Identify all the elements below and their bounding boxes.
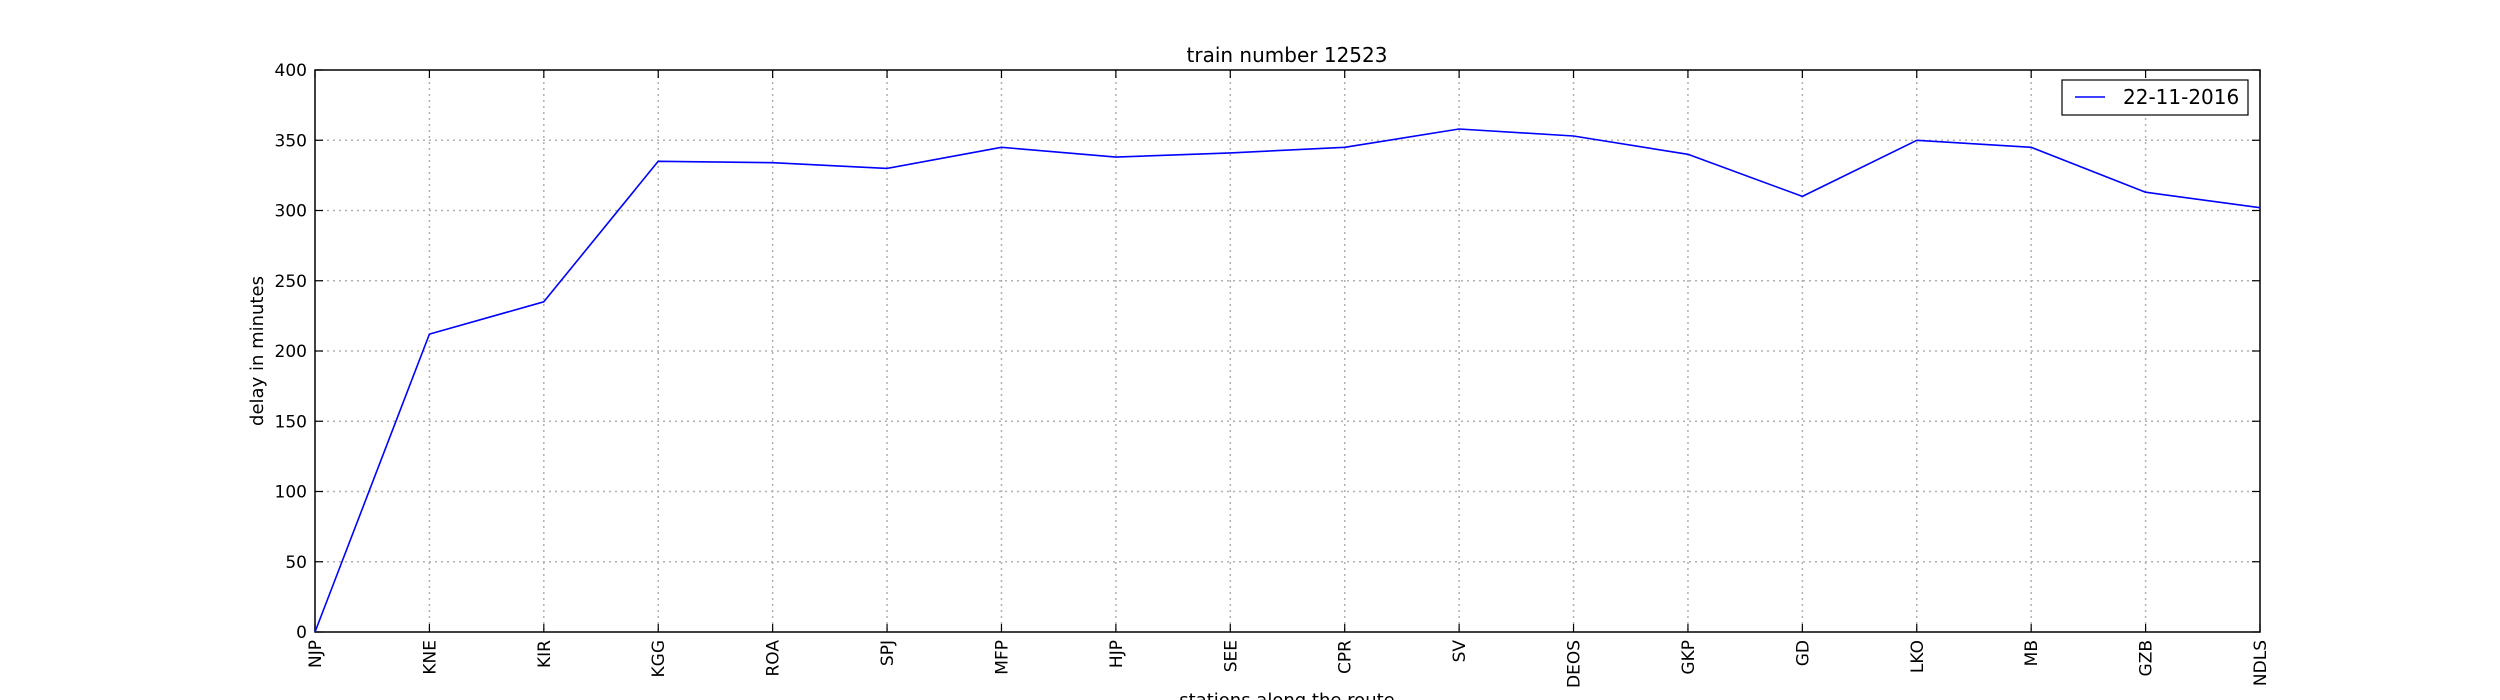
series-layer [314, 128, 2261, 633]
x-tick-label: LKO [1908, 640, 1928, 673]
y-tick-label: 100 [275, 483, 307, 503]
x-tick-label: MB [2022, 640, 2042, 666]
y-tick-label: 350 [275, 131, 307, 151]
x-axis-title: stations along the route [1179, 690, 1394, 700]
y-tick-label: 0 [296, 623, 307, 643]
y-axis-title: delay in minutes [247, 276, 268, 426]
chart-title: train number 12523 [1187, 43, 1388, 67]
y-tick-label: 150 [275, 412, 307, 432]
series-line [314, 128, 2261, 633]
axis-ticks: NJP KNE KIR KGG ROA SPJ MFP HJP SEE CPR SV DEOS GKP G… [275, 61, 2271, 688]
y-tick-label: 400 [275, 61, 307, 81]
x-tick-label: NJP [306, 640, 326, 668]
x-tick-label: NDLS [2251, 640, 2271, 686]
x-tick-label: DEOS [1565, 640, 1585, 688]
x-tick-label: SPJ [878, 640, 898, 666]
x-tick-label: HJP [1107, 640, 1127, 668]
y-tick-label: 200 [275, 342, 307, 362]
x-tick-label: SV [1450, 640, 1470, 663]
x-tick-label: GD [1793, 640, 1813, 666]
y-tick-label: 250 [275, 272, 307, 292]
x-tick-label: CPR [1336, 640, 1356, 674]
x-tick-label: KNE [420, 640, 440, 675]
x-tick-label: ROA [764, 640, 784, 677]
legend-label: 22-11-2016 [2123, 85, 2239, 109]
x-tick-label: SEE [1221, 640, 1241, 672]
x-tick-label: KGG [649, 640, 669, 678]
x-tick-label: MFP [992, 640, 1012, 675]
x-tick-label: GZB [2137, 640, 2157, 676]
x-tick-label: KIR [535, 640, 555, 668]
x-tick-label: GKP [1679, 640, 1699, 675]
y-tick-label: 300 [275, 202, 307, 222]
grid-lines [315, 70, 2260, 632]
legend: 22-11-2016 [2061, 79, 2249, 116]
y-tick-label: 50 [285, 553, 307, 573]
